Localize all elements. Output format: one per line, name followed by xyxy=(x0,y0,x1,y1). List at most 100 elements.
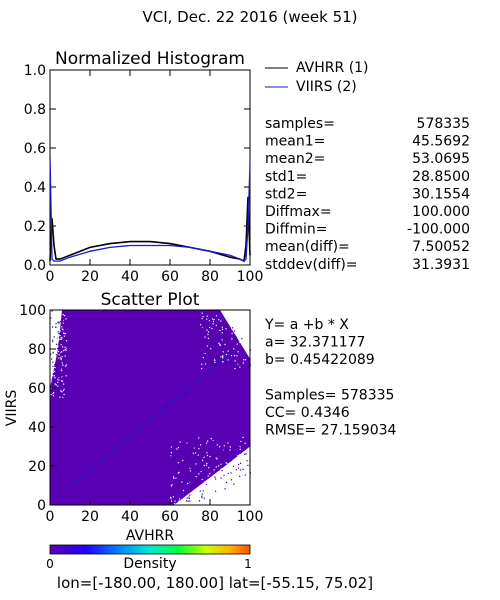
scatter-point xyxy=(199,490,201,492)
scatter-point xyxy=(50,381,52,383)
scatter-point xyxy=(182,472,184,474)
scatter-point xyxy=(60,374,62,376)
scatter-point xyxy=(52,395,54,397)
scatter-point xyxy=(195,476,197,478)
scatter-point xyxy=(57,392,59,394)
colorbar-max-label: 1 xyxy=(244,557,252,571)
scatter-point xyxy=(214,476,216,478)
scatter-point xyxy=(247,476,249,478)
scatter-point xyxy=(196,481,198,483)
scatter-point xyxy=(177,445,179,447)
scatter-point xyxy=(52,371,54,373)
scatter-point xyxy=(222,357,224,359)
scatter-point xyxy=(206,315,208,317)
scatter-point xyxy=(60,336,62,339)
scatter-point xyxy=(64,317,66,319)
stat-label: samples= xyxy=(265,116,335,132)
scatter-point xyxy=(57,385,59,387)
scatter-point xyxy=(58,354,60,356)
scatter-point xyxy=(64,315,66,317)
scatter-point xyxy=(64,355,66,357)
scatter-point xyxy=(64,365,66,367)
scatter-point xyxy=(57,381,59,383)
scatter-point xyxy=(192,470,194,472)
scatter-point xyxy=(189,470,191,472)
scatter-point xyxy=(242,468,244,470)
scatter-point xyxy=(218,327,220,330)
scatter-point xyxy=(171,484,173,486)
scatter-point xyxy=(240,447,242,449)
scatter-point xyxy=(219,446,221,448)
scatter-point xyxy=(204,363,207,365)
scatter-point xyxy=(201,493,203,495)
scatter-y-tick-label: 40 xyxy=(28,420,46,436)
scatter-point xyxy=(221,328,224,330)
scatter-point xyxy=(226,323,228,325)
scatter-point xyxy=(215,324,217,326)
scatter-point xyxy=(62,353,64,355)
scatter-point xyxy=(222,356,224,358)
scatter-point xyxy=(191,447,193,449)
scatter-point xyxy=(51,310,53,312)
scatter-point xyxy=(216,325,219,327)
scatter-point xyxy=(52,375,54,377)
scatter-point xyxy=(201,495,203,497)
histogram-y-tick-label: 0.0 xyxy=(24,258,46,274)
scatter-point xyxy=(201,459,204,461)
scatter-point xyxy=(228,326,230,328)
scatter-point xyxy=(59,330,61,332)
scatter-point xyxy=(60,390,62,392)
scatter-point xyxy=(237,351,239,353)
scatter-point xyxy=(57,331,59,333)
scatter-point xyxy=(209,456,211,458)
scatter-point xyxy=(206,329,208,331)
scatter-point xyxy=(206,454,209,457)
scatter-point xyxy=(234,368,236,370)
scatter-point xyxy=(203,464,205,467)
scatter-point xyxy=(240,334,242,336)
scatter-point xyxy=(215,490,217,492)
scatter-point xyxy=(204,317,206,319)
scatter-point xyxy=(238,366,240,368)
stat-label: mean2= xyxy=(265,151,325,167)
scatter-point xyxy=(50,394,52,396)
scatter-sparse-region xyxy=(174,446,250,505)
scatter-point xyxy=(186,455,188,457)
scatter-point xyxy=(50,353,52,355)
scatter-point xyxy=(223,474,225,476)
scatter-point xyxy=(65,343,67,345)
scatter-point xyxy=(227,350,229,352)
scatter-point xyxy=(59,338,61,340)
scatter-plot-frame xyxy=(49,309,251,506)
scatter-point xyxy=(203,477,205,479)
scatter-point xyxy=(224,343,226,345)
scatter-point xyxy=(52,333,54,335)
scatter-point xyxy=(192,447,194,449)
scatter-point xyxy=(208,320,210,322)
scatter-point xyxy=(206,355,208,357)
regression-text-line: CC= 0.4346 xyxy=(265,405,350,421)
scatter-x-tick-label: 60 xyxy=(161,509,179,525)
scatter-point xyxy=(65,349,67,351)
histogram-x-tick-label: 80 xyxy=(201,269,219,285)
scatter-point xyxy=(220,354,222,356)
scatter-point xyxy=(239,366,241,368)
scatter-point xyxy=(209,495,212,497)
scatter-point xyxy=(62,364,64,366)
scatter-point xyxy=(216,464,218,466)
scatter-point xyxy=(239,454,241,456)
scatter-point xyxy=(61,380,63,382)
scatter-point xyxy=(176,469,178,472)
scatter-point xyxy=(170,496,172,498)
scatter-point xyxy=(213,310,215,312)
scatter-point xyxy=(201,318,203,320)
scatter-point xyxy=(234,330,236,332)
scatter-point xyxy=(219,329,221,331)
scatter-point xyxy=(54,390,56,392)
scatter-point xyxy=(214,359,216,361)
scatter-point xyxy=(53,392,55,394)
scatter-point xyxy=(214,460,216,462)
scatter-point xyxy=(227,442,229,444)
scatter-point xyxy=(52,335,54,337)
